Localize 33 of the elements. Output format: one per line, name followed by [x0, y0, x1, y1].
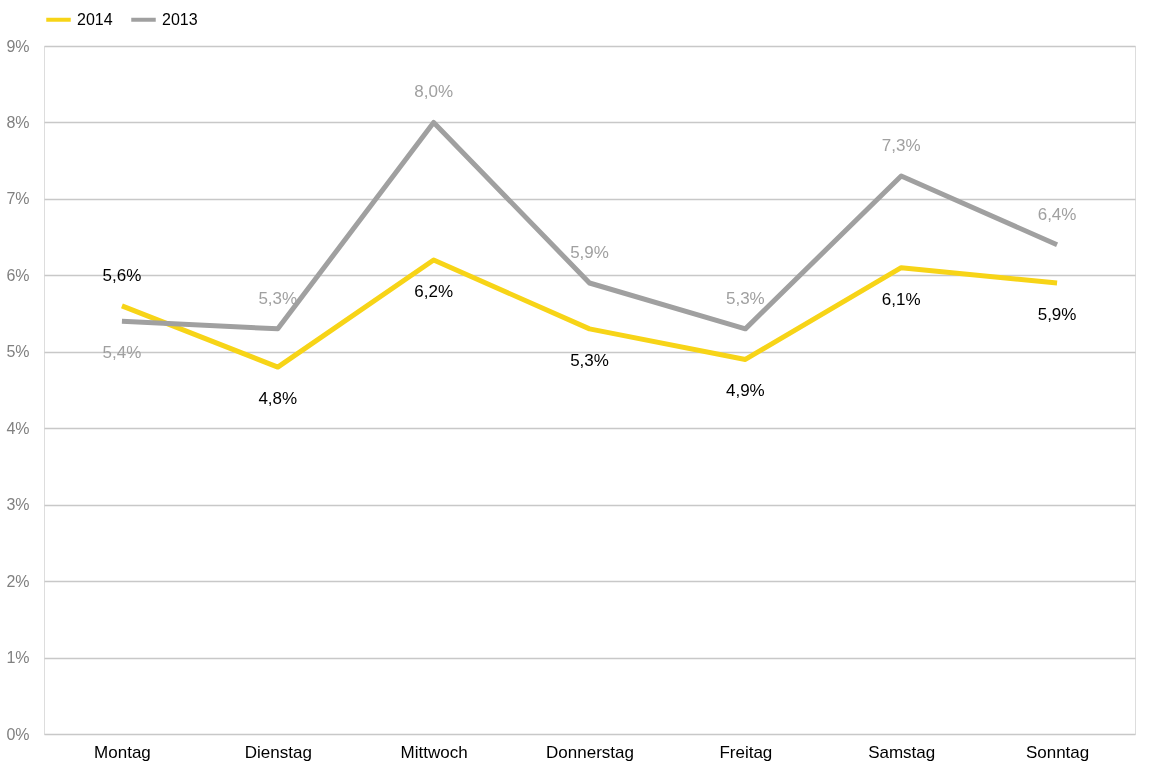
data-label: 5,9%: [1037, 304, 1077, 324]
data-label: 7,3%: [881, 135, 921, 155]
legend-label: 2013: [162, 10, 198, 28]
data-label: 5,3%: [725, 288, 765, 308]
data-label: 5,4%: [102, 343, 142, 363]
data-label: 5,3%: [570, 350, 609, 370]
data-label: 6,2%: [414, 282, 454, 302]
x-tick-label: Sonntag: [1025, 742, 1090, 762]
data-label: 6,4%: [1037, 204, 1077, 224]
x-tick-label: Montag: [94, 742, 151, 762]
data-label: 5,6%: [102, 265, 142, 285]
data-label: 6,1%: [881, 289, 921, 309]
x-tick-label: Donnerstag: [546, 742, 634, 762]
x-tick-label: Freitag: [719, 742, 773, 762]
y-tick-label: 0%: [6, 725, 30, 743]
y-tick-label: 1%: [6, 649, 30, 667]
y-tick-label: 6%: [6, 266, 30, 284]
y-tick-label: 3%: [6, 496, 30, 514]
data-label: 4,8%: [258, 389, 298, 409]
data-label: 5,9%: [570, 242, 609, 262]
data-label: 5,3%: [258, 288, 298, 308]
y-tick-label: 4%: [6, 419, 30, 437]
y-tick-label: 5%: [6, 343, 30, 361]
legend-label: 2014: [77, 10, 113, 28]
y-tick-label: 7%: [6, 190, 30, 208]
x-tick-label: Dienstag: [244, 742, 312, 762]
x-tick-label: Samstag: [868, 742, 936, 762]
data-label: 4,9%: [725, 381, 765, 401]
y-tick-label: 8%: [6, 113, 30, 131]
data-label: 8,0%: [414, 82, 454, 102]
y-tick-label: 2%: [6, 572, 30, 590]
y-tick-label: 9%: [6, 37, 30, 55]
x-tick-label: Mittwoch: [400, 742, 468, 762]
